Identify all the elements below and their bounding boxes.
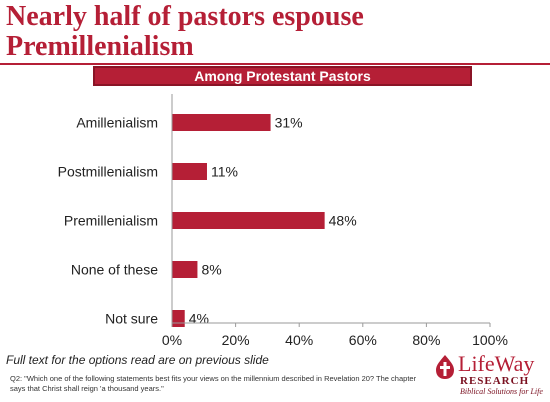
x-tick-label: 80% <box>412 332 440 348</box>
bar <box>172 212 325 229</box>
category-label: Amillenialism <box>76 115 158 131</box>
x-tick-label: 60% <box>349 332 377 348</box>
logo-name: LifeWay <box>458 351 535 376</box>
title-divider <box>0 63 550 65</box>
footnote: Full text for the options read are on pr… <box>6 353 269 367</box>
x-tick-label: 20% <box>222 332 250 348</box>
data-label: 8% <box>201 262 221 278</box>
bar-chart: Amillenialism 31% Postmillenialism 11% Premi… <box>58 94 508 348</box>
question-text: Q2: "Which one of the following statemen… <box>10 374 417 393</box>
category-label: Not sure <box>105 311 158 327</box>
category-label: Premillenialism <box>64 213 158 229</box>
x-tick-label: 40% <box>285 332 313 348</box>
data-label: 31% <box>275 115 303 131</box>
bar <box>172 163 207 180</box>
page-title: Nearly half of pastors espouse Premillen… <box>6 1 364 62</box>
category-label: None of these <box>71 262 158 278</box>
lifeway-logo: LifeWay RESEARCH Biblical Solutions for … <box>434 352 550 400</box>
data-label: 48% <box>329 213 357 229</box>
x-tick-label: 0% <box>162 332 182 348</box>
subtitle-banner: Among Protestant Pastors <box>93 66 472 86</box>
logo-research: RESEARCH <box>460 375 530 387</box>
bar <box>172 310 185 327</box>
category-label: Postmillenialism <box>58 164 158 180</box>
bar <box>172 114 271 131</box>
logo-tagline: Biblical Solutions for Life <box>460 387 543 396</box>
data-label: 4% <box>189 311 209 327</box>
x-tick-label: 100% <box>472 332 508 348</box>
flame-cross-icon <box>436 355 454 379</box>
bar <box>172 261 198 278</box>
data-label: 11% <box>211 164 238 180</box>
